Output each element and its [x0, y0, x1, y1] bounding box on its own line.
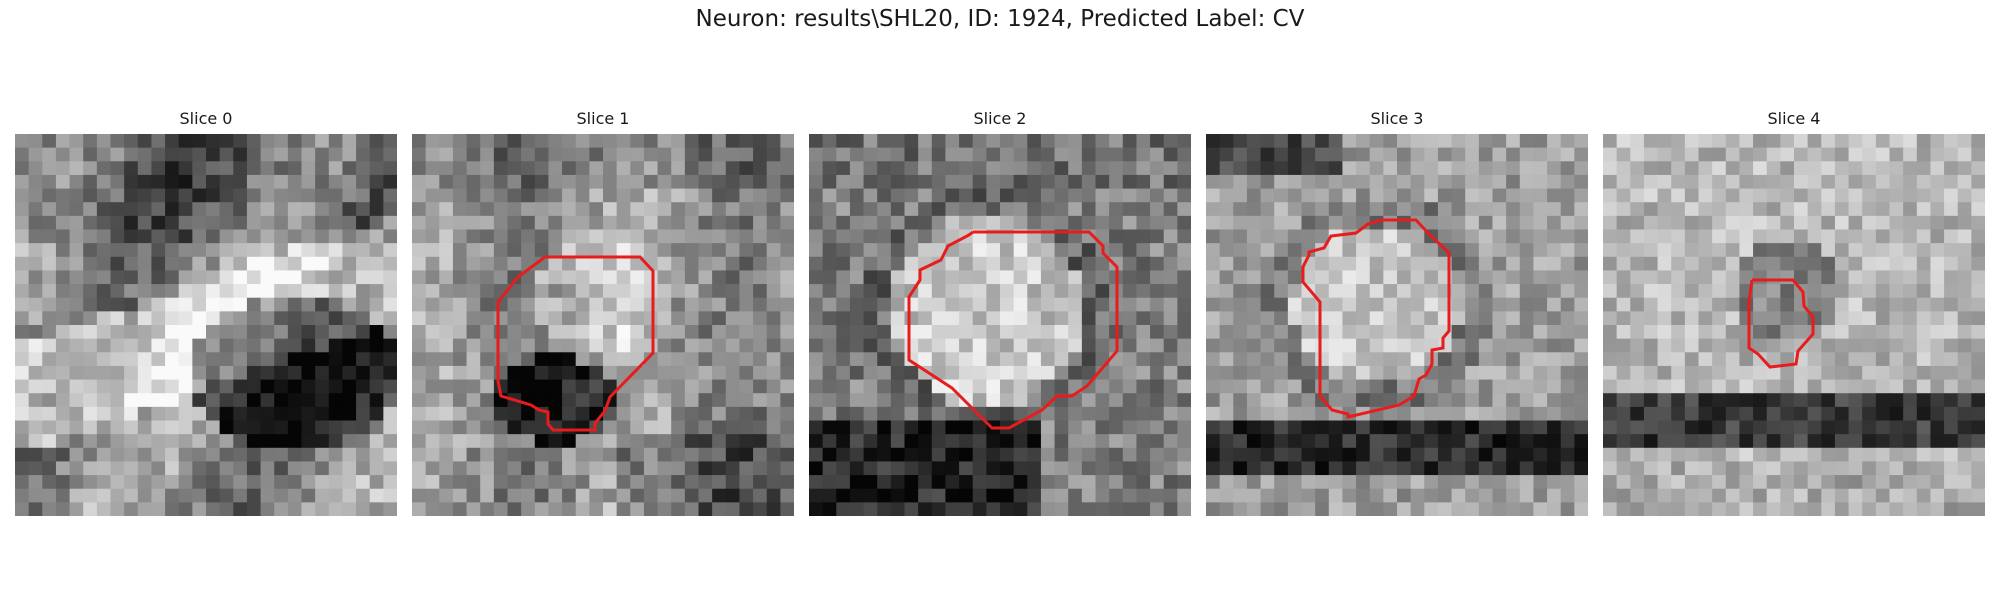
slice-3-pixels [1206, 134, 1588, 516]
slice-3-contour [1301, 218, 1451, 419]
slice-0-pixels [15, 134, 397, 516]
slice-0-title: Slice 0 [179, 109, 233, 128]
slice-1-panel [412, 134, 794, 516]
slice-4-pixels [1603, 134, 1985, 516]
slice-3-panel [1206, 134, 1588, 516]
figure-title: Neuron: results\SHL20, ID: 1924, Predict… [695, 6, 1305, 32]
slice-3-image [1206, 134, 1588, 516]
slice-1-contour [496, 255, 655, 432]
slice-1-title: Slice 1 [576, 109, 630, 128]
slice-4-title: Slice 4 [1767, 109, 1821, 128]
slice-2-pixels [809, 134, 1191, 516]
slice-1-image [412, 134, 794, 516]
slice-0-panel [15, 134, 397, 516]
slice-2-image [809, 134, 1191, 516]
slice-2-title: Slice 2 [973, 109, 1027, 128]
slice-4-panel [1603, 134, 1985, 516]
slice-0-image [15, 134, 397, 516]
slice-1-pixels [412, 134, 794, 516]
slice-2-panel [809, 134, 1191, 516]
slice-2-contour [907, 230, 1119, 430]
slice-4-image [1603, 134, 1985, 516]
slice-3-title: Slice 3 [1370, 109, 1424, 128]
slice-4-contour [1747, 278, 1815, 369]
